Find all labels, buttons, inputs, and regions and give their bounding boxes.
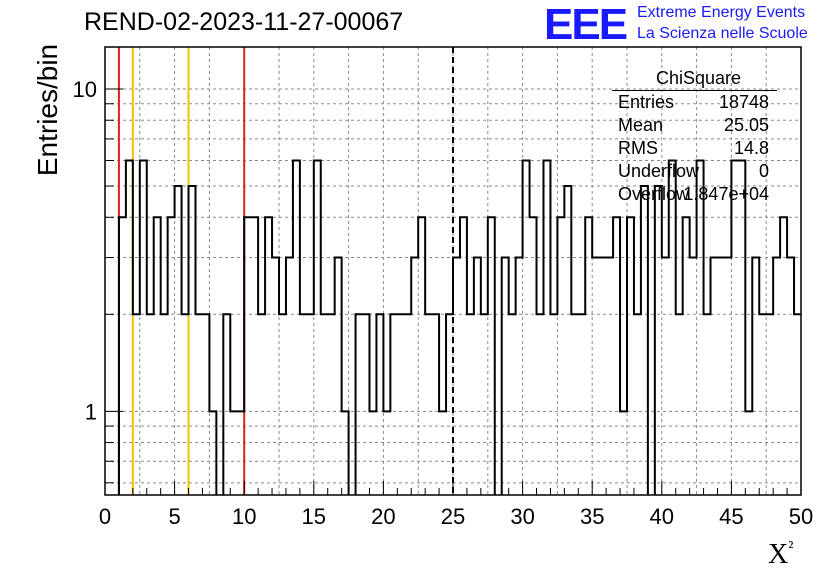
x-tick-label: 10 bbox=[232, 504, 256, 529]
eee-logo: EEE bbox=[544, 0, 628, 49]
x-tick-label: 50 bbox=[789, 504, 813, 529]
x-tick-label: 20 bbox=[371, 504, 395, 529]
y-tick-labels: 1 10 bbox=[73, 77, 97, 424]
stats-box: ChiSquare Entries 18748 Mean 25.05 RMS 1… bbox=[612, 67, 777, 206]
y-axis-label: Entries/bin bbox=[32, 43, 63, 177]
stats-value: 14.8 bbox=[733, 138, 769, 158]
x-tick-label: 5 bbox=[168, 504, 180, 529]
stats-title: ChiSquare bbox=[655, 68, 742, 88]
stats-row-mean: Mean 25.05 bbox=[612, 114, 777, 137]
x-tick-label: 40 bbox=[650, 504, 674, 529]
x-axis-label: X² bbox=[768, 538, 793, 571]
x-tick-labels: 0 5 10 15 20 25 30 35 40 45 50 bbox=[99, 504, 813, 529]
y-tick-label: 10 bbox=[73, 77, 97, 102]
x-tick-label: 35 bbox=[580, 504, 604, 529]
x-tick-label: 25 bbox=[441, 504, 465, 529]
stats-label: Mean bbox=[618, 115, 664, 135]
stats-row-rms: RMS 14.8 bbox=[612, 137, 777, 160]
stats-label: RMS bbox=[618, 138, 658, 158]
logo-line-2: La Scienza nelle Scuole bbox=[637, 25, 808, 42]
x-tick-label: 45 bbox=[719, 504, 743, 529]
stats-value: 0 bbox=[758, 161, 769, 181]
stats-label: Underflow bbox=[618, 161, 700, 181]
stats-row-overflow: Overflow 1.847e+04 bbox=[612, 183, 777, 206]
stats-value: 1.847e+04 bbox=[683, 184, 769, 204]
y-tick-label: 1 bbox=[85, 399, 97, 424]
stats-row-entries: Entries 18748 bbox=[612, 91, 777, 114]
x-tick-label: 30 bbox=[510, 504, 534, 529]
stats-label: Overflow bbox=[618, 184, 690, 204]
x-tick-label: 15 bbox=[302, 504, 326, 529]
chart-title: REND-02-2023-11-27-00067 bbox=[84, 8, 404, 36]
logo-line-1: Extreme Energy Events bbox=[637, 4, 806, 21]
x-tick-label: 0 bbox=[99, 504, 111, 529]
stats-divider bbox=[612, 90, 777, 91]
x-axis-label-base: X bbox=[768, 539, 789, 571]
stats-label: Entries bbox=[618, 92, 675, 112]
histogram-series bbox=[117, 159, 801, 495]
axis-ticks bbox=[104, 88, 802, 495]
stats-value: 25.05 bbox=[723, 115, 769, 135]
x-axis-label-text: X² bbox=[768, 538, 794, 571]
stats-value: 18748 bbox=[718, 92, 769, 112]
stats-row-underflow: Underflow 0 bbox=[612, 160, 777, 183]
x-axis-label-sup: ² bbox=[788, 538, 794, 557]
